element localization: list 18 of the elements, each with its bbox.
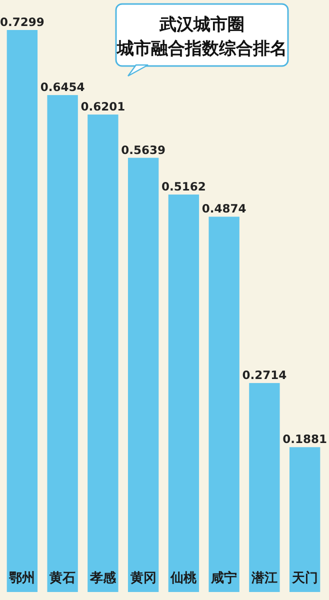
x-tick-label: 仙桃 [170,571,198,586]
chart-title: 武汉城市圈 [158,15,244,35]
x-tick-label: 鄂州 [9,571,36,586]
data-label: 0.5639 [121,142,166,157]
text: 城市融合指数综合排名 [116,39,287,59]
data-label: 0.6454 [40,80,85,94]
data-label: 0.2714 [242,368,287,382]
x-tick-label: 黄冈 [129,571,156,586]
x-tick-label: 孝感 [88,570,117,586]
data-label: 0.7299 [0,15,44,29]
data-label: 0.4874 [202,202,246,216]
x-tick-label: 潜江 [250,571,278,586]
x-tick-label: 黄石 [48,571,76,586]
data-label: 0.6201 [80,100,126,114]
data-label: 0.5162 [161,180,206,194]
data-label: 0.1881 [282,432,328,446]
x-tick-label: 咸宁 [210,570,238,586]
x-tick-label: 天门 [290,570,318,586]
